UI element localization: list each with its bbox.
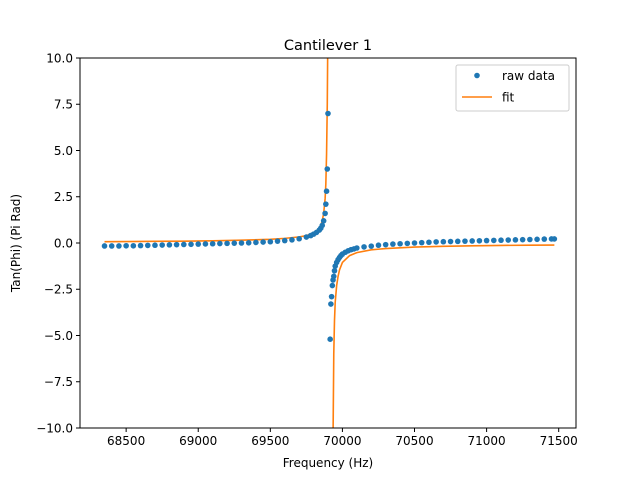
raw-data-point [551, 236, 558, 242]
raw-data-point [323, 188, 330, 194]
raw-data-point [534, 236, 540, 243]
raw-data-point [368, 243, 375, 249]
raw-data-point [519, 236, 526, 243]
raw-data-point [188, 241, 194, 248]
raw-data-point [491, 237, 497, 244]
y-axis-label: Tan(Phi) (Pi Rad) [9, 194, 23, 293]
raw-data-series [101, 110, 558, 343]
y-tick-label: −10.0 [36, 421, 73, 435]
raw-data-point [322, 210, 328, 217]
raw-data-point [181, 241, 187, 248]
raw-data-point [267, 238, 274, 245]
x-tick-label: 69500 [251, 434, 289, 448]
raw-data-point [195, 241, 202, 247]
y-axis: −10.0 −7.5 −5.0 −2.5 0.0 2.5 5.0 7.5 10.0 [36, 51, 80, 435]
legend-marker-raw-data [474, 72, 480, 79]
x-tick-label: 68500 [107, 434, 145, 448]
x-tick-label: 71000 [468, 434, 506, 448]
raw-data-point [130, 242, 137, 249]
raw-data-point [217, 240, 223, 247]
raw-data-point [330, 273, 337, 280]
raw-data-point [166, 242, 173, 248]
raw-data-point [361, 244, 367, 250]
raw-data-point [397, 240, 403, 247]
raw-data-point [390, 241, 396, 247]
raw-data-point [324, 166, 331, 172]
raw-data-point [328, 293, 335, 300]
raw-data-point [418, 239, 425, 246]
raw-data-point [505, 237, 512, 243]
raw-data-point [202, 241, 209, 247]
x-tick-label: 69000 [179, 434, 217, 448]
x-tick-label: 70500 [395, 434, 433, 448]
raw-data-point [319, 222, 326, 229]
legend: raw data fit [455, 64, 570, 112]
raw-data-point [476, 237, 483, 244]
legend-label-fit: fit [502, 91, 515, 105]
y-tick-label: 7.5 [54, 98, 73, 112]
raw-data-point [331, 267, 338, 274]
raw-data-point [281, 237, 288, 244]
raw-data-point [238, 240, 245, 246]
raw-data-point [101, 243, 108, 249]
raw-data-point [152, 242, 158, 249]
raw-data-point [209, 240, 216, 247]
raw-data-point [440, 238, 447, 245]
raw-data-point [224, 240, 230, 247]
x-tick-label: 70000 [323, 434, 361, 448]
y-tick-label: −2.5 [44, 283, 73, 297]
raw-data-point [303, 234, 310, 240]
legend-label-raw-data: raw data [502, 69, 555, 83]
chart-title: Cantilever 1 [284, 38, 372, 54]
raw-data-point [469, 238, 475, 244]
raw-data-point [328, 301, 334, 307]
raw-data-point [375, 242, 382, 249]
raw-data-point [483, 237, 490, 244]
raw-data-point [329, 282, 336, 289]
raw-data-point [116, 243, 122, 249]
raw-data-point [404, 240, 411, 247]
raw-data-point [498, 237, 504, 244]
raw-data-point [144, 242, 151, 249]
raw-data-point [108, 243, 115, 249]
raw-data-point [462, 238, 468, 244]
y-tick-label: 0.0 [54, 236, 73, 250]
raw-data-point [325, 110, 331, 117]
raw-data-point [137, 242, 144, 249]
raw-data-point [354, 245, 360, 251]
raw-data-point [323, 201, 329, 207]
legend-box [455, 64, 570, 112]
raw-data-point [274, 238, 281, 244]
y-tick-label: 10.0 [46, 51, 73, 65]
x-axis: 68500 69000 69500 70000 70500 71000 71500 [107, 428, 578, 448]
raw-data-point [289, 237, 295, 243]
raw-data-point [527, 236, 533, 243]
raw-data-point [173, 241, 180, 248]
y-tick-label: 5.0 [54, 144, 73, 158]
raw-data-point [260, 239, 266, 245]
raw-data-point [253, 239, 259, 246]
raw-data-point [296, 235, 302, 242]
raw-data-point [159, 242, 165, 248]
y-tick-label: −7.5 [44, 375, 73, 389]
raw-data-point [231, 240, 238, 246]
raw-data-point [512, 237, 519, 243]
raw-data-point [245, 240, 252, 246]
raw-data-point [320, 218, 327, 224]
fit-line [332, 244, 555, 428]
raw-data-point [123, 242, 129, 249]
raw-data-point [454, 238, 461, 245]
raw-data-point [382, 241, 389, 248]
y-tick-label: 2.5 [54, 190, 73, 204]
raw-data-point [411, 240, 418, 246]
raw-data-point [426, 239, 432, 246]
raw-data-point [447, 238, 454, 245]
x-axis-label: Frequency (Hz) [283, 456, 374, 470]
raw-data-point [433, 239, 439, 245]
x-tick-label: 71500 [540, 434, 578, 448]
raw-data-point [327, 336, 333, 343]
y-tick-label: −5.0 [44, 329, 73, 343]
raw-data-point [541, 236, 548, 242]
